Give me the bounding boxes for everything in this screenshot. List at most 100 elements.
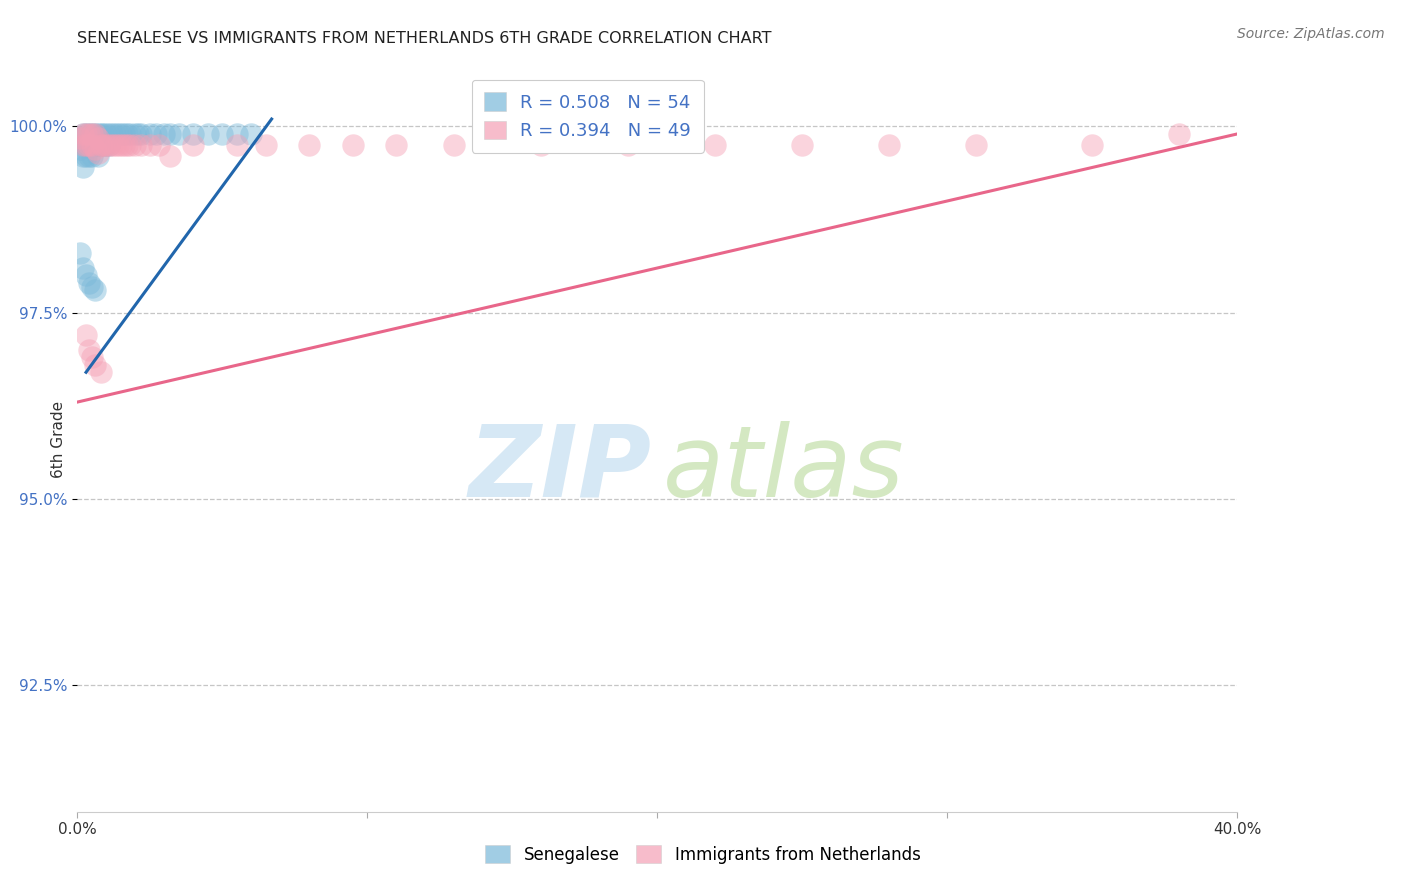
Point	[110, 138, 132, 153]
Point	[77, 149, 100, 163]
Point	[77, 127, 100, 141]
Point	[127, 127, 149, 141]
Point	[75, 138, 97, 153]
Point	[197, 127, 219, 141]
Point	[129, 138, 152, 153]
Point	[80, 138, 103, 153]
Legend: Senegalese, Immigrants from Netherlands: Senegalese, Immigrants from Netherlands	[478, 838, 928, 871]
Point	[225, 138, 247, 153]
Point	[98, 138, 121, 153]
Point	[183, 127, 205, 141]
Point	[1168, 127, 1191, 141]
Point	[72, 127, 94, 141]
Point	[77, 127, 100, 141]
Point	[101, 138, 124, 153]
Point	[98, 127, 121, 141]
Point	[112, 138, 135, 153]
Point	[167, 127, 190, 141]
Point	[254, 138, 277, 153]
Point	[240, 127, 263, 141]
Point	[86, 145, 108, 160]
Text: atlas: atlas	[664, 421, 904, 517]
Point	[98, 138, 121, 153]
Point	[93, 138, 115, 153]
Point	[83, 142, 105, 156]
Point	[139, 127, 162, 141]
Point	[83, 138, 105, 153]
Point	[80, 279, 103, 293]
Point	[145, 127, 167, 141]
Point	[1081, 138, 1104, 153]
Point	[75, 138, 97, 153]
Point	[617, 138, 640, 153]
Point	[877, 138, 901, 153]
Point	[80, 127, 103, 141]
Point	[90, 138, 111, 153]
Point	[530, 138, 553, 153]
Point	[159, 127, 181, 141]
Point	[86, 138, 108, 153]
Point	[80, 138, 103, 153]
Text: Source: ZipAtlas.com: Source: ZipAtlas.com	[1237, 27, 1385, 41]
Point	[77, 276, 100, 290]
Text: ZIP: ZIP	[468, 421, 651, 517]
Point	[96, 138, 118, 153]
Point	[80, 127, 103, 141]
Point	[342, 138, 364, 153]
Point	[112, 127, 135, 141]
Point	[72, 127, 94, 141]
Point	[704, 138, 727, 153]
Point	[110, 127, 132, 141]
Point	[107, 127, 129, 141]
Point	[148, 138, 170, 153]
Point	[965, 138, 987, 153]
Point	[72, 138, 94, 153]
Point	[69, 142, 91, 156]
Point	[86, 130, 108, 145]
Point	[72, 138, 94, 153]
Point	[72, 260, 94, 275]
Point	[104, 138, 127, 153]
Point	[183, 138, 205, 153]
Text: SENEGALESE VS IMMIGRANTS FROM NETHERLANDS 6TH GRADE CORRELATION CHART: SENEGALESE VS IMMIGRANTS FROM NETHERLAND…	[77, 31, 772, 46]
Point	[792, 138, 814, 153]
Point	[86, 127, 108, 141]
Point	[118, 127, 141, 141]
Legend: R = 0.508   N = 54, R = 0.394   N = 49: R = 0.508 N = 54, R = 0.394 N = 49	[471, 79, 704, 153]
Point	[90, 365, 111, 379]
Point	[75, 127, 97, 141]
Point	[115, 127, 138, 141]
Point	[75, 127, 97, 141]
Point	[93, 138, 115, 153]
Point	[86, 149, 108, 163]
Point	[118, 138, 141, 153]
Point	[93, 127, 115, 141]
Point	[69, 130, 91, 145]
Point	[83, 127, 105, 141]
Point	[96, 127, 118, 141]
Point	[225, 127, 247, 141]
Point	[69, 246, 91, 260]
Point	[75, 328, 97, 343]
Point	[90, 127, 111, 141]
Point	[124, 138, 146, 153]
Point	[115, 138, 138, 153]
Point	[104, 127, 127, 141]
Point	[80, 149, 103, 163]
Point	[443, 138, 465, 153]
Point	[69, 130, 91, 145]
Point	[153, 127, 176, 141]
Point	[80, 351, 103, 365]
Point	[77, 138, 100, 153]
Point	[124, 127, 146, 141]
Point	[77, 138, 100, 153]
Point	[139, 138, 162, 153]
Point	[211, 127, 233, 141]
Point	[90, 138, 111, 153]
Y-axis label: 6th Grade: 6th Grade	[51, 401, 66, 478]
Point	[75, 149, 97, 163]
Point	[77, 343, 100, 357]
Point	[83, 127, 105, 141]
Point	[298, 138, 321, 153]
Point	[75, 268, 97, 283]
